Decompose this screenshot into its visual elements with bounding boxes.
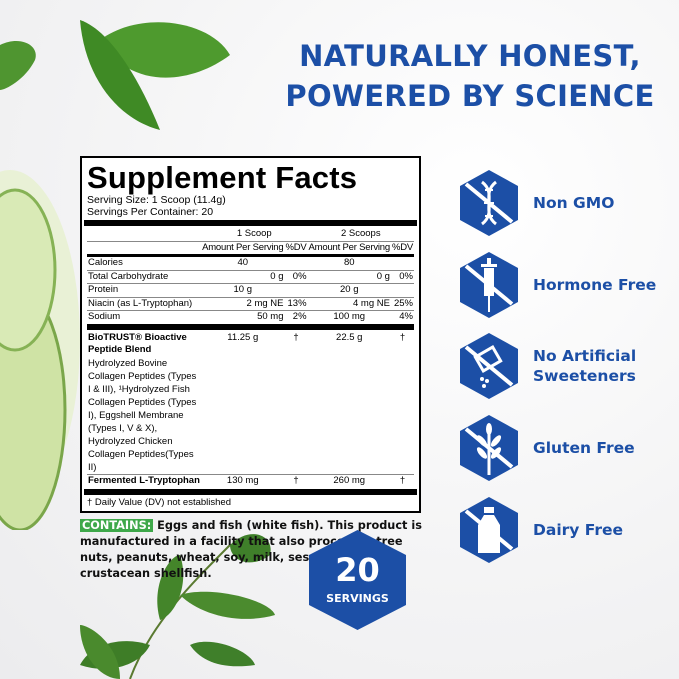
feature-dairy-free: Dairy Free	[460, 497, 623, 563]
amount: 80	[307, 255, 391, 270]
dv	[390, 255, 414, 270]
syringe-crossed-icon	[460, 252, 518, 318]
amount: 130 mg	[201, 473, 285, 487]
table-row: Niacin (as L-Tryptophan) 2 mg NE 13% 4 mg N…	[87, 296, 414, 311]
col-header: Amount Per Serving	[201, 240, 285, 256]
row-name: Fermented L-Tryptophan	[88, 474, 200, 486]
amount: 0 g	[201, 269, 285, 284]
left-column: Supplement Facts Serving Size: 1 Scoop (…	[80, 156, 425, 582]
col-group-1-scoop: 1 Scoop	[236, 228, 272, 239]
table-row: Calories 40 80	[87, 255, 414, 270]
row-name: Total Carbohydrate	[87, 269, 202, 284]
supplement-facts-title: Supplement Facts	[87, 160, 358, 195]
divider	[84, 489, 417, 495]
amount: 100 mg	[307, 310, 391, 327]
contains-text: Eggs and fish (white fish). This product…	[80, 519, 422, 580]
feature-label: Hormone Free	[533, 276, 657, 294]
servings-per-container: Servings Per Container: 20	[87, 206, 214, 218]
row-name: Calories	[87, 255, 202, 270]
basil-leaves-image	[0, 20, 230, 130]
hexagon-badge-icon	[309, 530, 406, 630]
sweetener-crossed-icon	[460, 333, 518, 399]
headline: NATURALLY HONEST, POWERED BY SCIENCE	[270, 36, 670, 116]
table-row: Sodium 50 mg 2% 100 mg 4%	[87, 310, 414, 327]
amount: 40	[201, 255, 285, 270]
dv: †	[284, 473, 308, 487]
dv	[390, 283, 414, 297]
amount: 260 mg	[307, 473, 391, 487]
green-leaves-image	[80, 534, 275, 679]
feature-hormone-free: Hormone Free	[460, 252, 656, 318]
nutrition-table: 1 Scoop 2 Scoops Amount Per Serving %DV Amo…	[87, 228, 414, 487]
feature-label: Dairy Free	[533, 521, 624, 539]
blend-name: BioTRUST® Bioactive Peptide Blend	[88, 331, 187, 356]
feature-no-artificial-sweeteners: No Artificial Sweeteners	[460, 333, 653, 399]
serving-size: Serving Size: 1 Scoop (11.4g)	[87, 194, 226, 206]
col-group-2-scoops: 2 Scoops	[340, 228, 381, 239]
dna-crossed-icon	[460, 170, 518, 236]
table-row: Total Carbohydrate 0 g 0% 0 g 0%	[87, 269, 414, 284]
feature-label: Non GMO	[533, 194, 615, 212]
contains-label: CONTAINS:	[80, 519, 154, 532]
feature-gluten-free: Gluten Free	[460, 415, 635, 481]
supplement-facts-panel: Supplement Facts Serving Size: 1 Scoop (…	[80, 156, 421, 513]
headline-line-2: POWERED BY SCIENCE	[285, 79, 655, 113]
amount: 2 mg NE	[201, 296, 285, 311]
dv: †	[399, 331, 406, 343]
row-name: Protein	[87, 283, 202, 297]
table-row-tryptophan: Fermented L-Tryptophan 130 mg † 260 mg †	[87, 473, 414, 487]
servings-count: 20	[335, 551, 380, 589]
dv: †	[293, 331, 299, 343]
allergen-statement: CONTAINS: Eggs and fish (white fish). Th…	[80, 518, 425, 582]
milk-bottle-crossed-icon	[460, 497, 518, 563]
headline-line-1: NATURALLY HONEST,	[299, 39, 641, 73]
table-row-blend: BioTRUST® Bioactive Peptide Blend Hydroly…	[87, 326, 414, 475]
dv: 4%	[390, 310, 414, 327]
table-row: Protein 10 g 20 g	[87, 283, 414, 297]
col-header: %DV	[390, 240, 414, 256]
amount: 11.25 g	[227, 331, 259, 343]
amount: 0 g	[307, 269, 391, 284]
amount: 10 g	[201, 283, 285, 297]
cucumber-slices-image	[0, 170, 80, 530]
feature-label: No Artificial Sweeteners	[533, 347, 637, 385]
dv	[284, 283, 308, 297]
feature-non-gmo: Non GMO	[460, 170, 614, 236]
row-name: Sodium	[87, 310, 202, 327]
dv-footnote: † Daily Value (DV) not established	[87, 497, 231, 508]
row-name: Niacin (as L-Tryptophan)	[87, 296, 202, 311]
amount: 50 mg	[201, 310, 285, 327]
dv: †	[390, 473, 414, 487]
amount: 4 mg NE	[307, 296, 391, 311]
blend-description: Hydrolyzed Bovine Collagen Peptides (Typ…	[88, 357, 197, 473]
servings-label: SERVINGS	[326, 592, 389, 605]
amount: 20 g	[307, 283, 391, 297]
dv: 2%	[284, 310, 308, 327]
servings-badge: 20 SERVINGS	[309, 530, 406, 630]
divider	[84, 220, 417, 226]
dv: 25%	[390, 296, 414, 311]
dv: 13%	[284, 296, 308, 311]
amount: 22.5 g	[336, 331, 363, 343]
dv: 0%	[390, 269, 414, 284]
feature-label: Gluten Free	[533, 439, 635, 457]
col-header: %DV	[284, 240, 308, 256]
col-header: Amount Per Serving	[307, 240, 391, 256]
dv: 0%	[284, 269, 308, 284]
dv	[284, 255, 308, 270]
wheat-crossed-icon	[460, 415, 518, 481]
